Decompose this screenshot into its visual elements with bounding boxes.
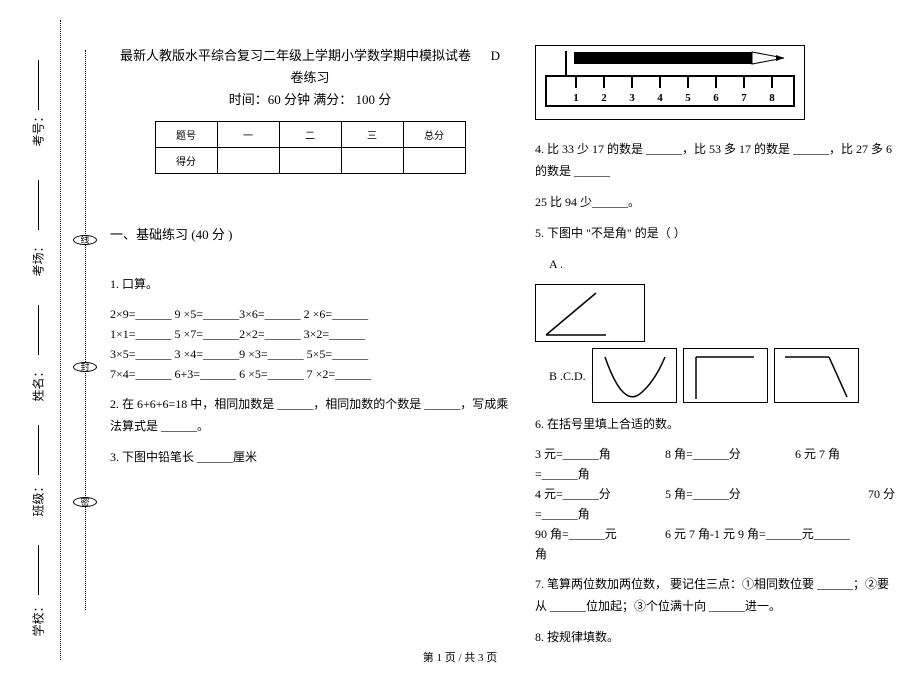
q6-cell: 8 角=______分 [665,444,795,464]
binding-label-class: 班级： [30,480,47,516]
q6-grid: 3 元=______角 8 角=______分 6 元 7 角 =______角… [535,444,900,564]
q6-cell: 3 元=______角 [535,444,665,464]
seal-xian: 线 [73,235,97,245]
q1-line: 1×1=______ 5 ×7=______2×2=______ 3×2=___… [110,324,510,344]
pencil-lead [776,55,784,61]
q6-row: 角 [535,544,900,564]
td-label: 得分 [155,148,217,174]
angle-d-box [774,348,859,403]
binding-label-school: 学校： [30,600,47,636]
seal-feng: 封 [73,362,97,372]
ruler-mark: 6 [713,92,719,104]
q6-cell: 4 元=______分 [535,484,665,504]
title-line-1: 最新人教版水平综合复习二年级上学期小学数学期中模拟试卷 D [110,45,510,67]
binding-underline-4 [38,425,39,475]
q4b: 25 比 94 少______。 [535,191,900,213]
ruler-mark: 3 [629,92,635,104]
table-row: 题号 一 二 三 总分 [155,122,465,148]
title-time: 时间：60 分钟 满分： 100 分 [110,89,510,111]
q1-label: 1. 口算。 [110,273,510,295]
ruler-mark: 5 [685,92,691,104]
angle-a-svg [536,285,644,341]
seal-mi: 密 [73,497,97,507]
td-total [403,148,465,174]
ruler-mark: 8 [769,92,775,104]
angle-c-svg [684,349,767,402]
right-column: 1 2 3 4 5 6 7 8 4. 比 33 少 17 的数是 ______，… [535,45,900,657]
q7: 7. 笔算两位数加两位数， 要记住三点：①相同数位要 ______；②要从 __… [535,573,900,617]
angle-a-box [535,284,645,342]
ruler-mark: 4 [657,92,663,104]
th-label: 题号 [155,122,217,148]
q3: 3. 下图中铅笔长 ______厘米 [110,446,510,468]
td-2 [279,148,341,174]
title-block: 最新人教版水平综合复习二年级上学期小学数学期中模拟试卷 D 卷练习 时间：60 … [110,45,510,111]
title-text: 最新人教版水平综合复习二年级上学期小学数学期中模拟试卷 [120,48,471,63]
ruler-mark: 1 [573,92,579,104]
section-1-heading: 一、基础练习 (40 分 ) [110,224,510,243]
left-column: 最新人教版水平综合复习二年级上学期小学数学期中模拟试卷 D 卷练习 时间：60 … [110,45,510,477]
binding-column: 考号： 考场： 姓名： 班级： 学校： 线 封 密 [0,0,100,681]
binding-underline-2 [38,180,39,230]
dotted-line-inner [85,50,86,610]
q6-cell: 70 分 [795,484,895,504]
q6-row: =______角 [535,504,900,524]
angle-d-svg [775,349,858,402]
q6-row: 4 元=______分 5 角=______分 70 分 [535,484,900,504]
td-3 [341,148,403,174]
table-row: 得分 [155,148,465,174]
q4: 4. 比 33 少 17 的数是 ______，比 53 多 17 的数是 __… [535,138,900,182]
q5: 5. 下图中 "不是角" 的是（ ） [535,222,900,244]
dotted-line-outer [60,20,61,660]
angle-b-box [592,348,677,403]
ruler-mark: 7 [741,92,747,104]
binding-label-room: 考场： [30,240,47,276]
binding-underline-1 [38,60,39,110]
title-letter: D [491,48,500,63]
q6-cell: 5 角=______分 [665,484,795,504]
ruler-mark: 2 [601,92,607,104]
binding-underline-3 [38,305,39,355]
th-1: 一 [217,122,279,148]
ruler-figure: 1 2 3 4 5 6 7 8 [535,45,805,120]
binding-label-examno: 考号： [30,110,47,146]
q6-row: 3 元=______角 8 角=______分 6 元 7 角 [535,444,900,464]
title-line-2: 卷练习 [110,67,510,89]
th-3: 三 [341,122,403,148]
q8: 8. 按规律填数。 [535,626,900,648]
angle-b-svg [593,349,676,402]
page-footer: 第 1 页 / 共 3 页 [0,649,920,665]
q1-line: 7×4=______ 6+3=______ 6 ×5=______ 7 ×2=_… [110,364,510,384]
th-total: 总分 [403,122,465,148]
angle-c-box [683,348,768,403]
q6-label: 6. 在括号里填上合适的数。 [535,413,900,435]
q6-row: 90 角=______元 6 元 7 角-1 元 9 角=______元____… [535,524,900,544]
th-2: 二 [279,122,341,148]
q2: 2. 在 6+6+6=18 中，相同加数是 ______，相同加数的个数是 __… [110,393,510,437]
ruler-body [546,76,794,106]
ruler-svg: 1 2 3 4 5 6 7 8 [536,46,804,119]
q5-row2: B .C.D. [535,348,900,403]
td-1 [217,148,279,174]
q6-row: =______角 [535,464,900,484]
q1-lines: 2×9=______ 9 ×5=______3×6=______ 2 ×6=__… [110,304,510,384]
q6-cell: 90 角=______元 [535,524,665,544]
score-table: 题号 一 二 三 总分 得分 [155,121,466,174]
q1-line: 2×9=______ 9 ×5=______3×6=______ 2 ×6=__… [110,304,510,324]
binding-label-name: 姓名： [30,365,47,401]
q6-cell: 6 元 7 角-1 元 9 角=______元______ [665,524,895,544]
q5b: B .C.D. [535,365,586,387]
q5a: A . [535,253,900,275]
q1-line: 3×5=______ 3 ×4=______9 ×3=______ 5×5=__… [110,344,510,364]
q6-cell: 6 元 7 角 [795,444,895,464]
pencil-body [574,52,752,64]
binding-underline-5 [38,545,39,595]
